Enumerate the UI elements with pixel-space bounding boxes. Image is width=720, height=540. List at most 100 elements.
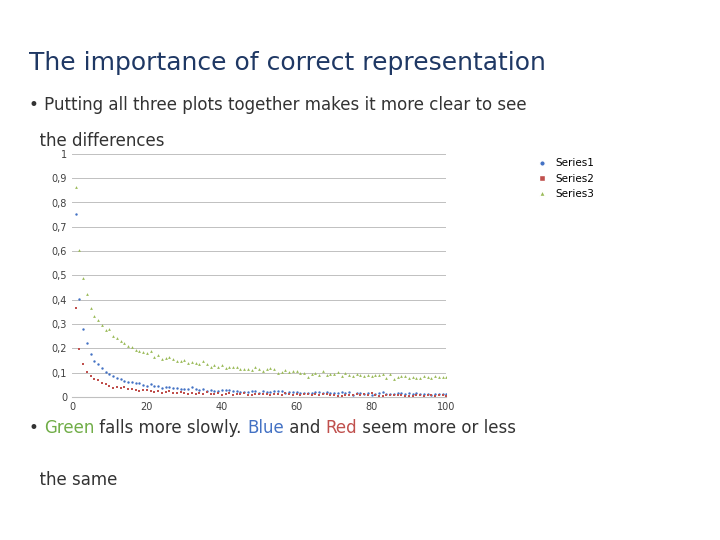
Point — [163, 383, 175, 391]
Point — [354, 391, 366, 400]
Point — [369, 389, 381, 398]
Point — [228, 362, 239, 371]
Point — [186, 389, 197, 397]
Point — [141, 381, 153, 390]
Point — [156, 388, 168, 397]
Point — [145, 386, 156, 395]
Point — [426, 391, 437, 400]
Point — [246, 366, 258, 374]
Point — [141, 348, 153, 357]
Point — [325, 370, 336, 379]
Point — [422, 373, 433, 381]
Text: and: and — [284, 418, 325, 437]
Point — [179, 384, 190, 393]
Point — [340, 369, 351, 377]
Point — [182, 359, 194, 367]
Point — [194, 386, 205, 394]
Point — [298, 388, 310, 397]
Point — [359, 389, 370, 398]
Point — [111, 383, 122, 391]
Point — [197, 357, 209, 366]
Point — [396, 372, 408, 380]
Point — [384, 391, 396, 400]
Text: seem more or less: seem more or less — [357, 418, 516, 437]
Point — [115, 374, 127, 383]
Point — [111, 374, 122, 382]
Point — [115, 383, 127, 392]
Point — [138, 348, 149, 356]
Point — [415, 374, 426, 382]
Point — [216, 361, 228, 369]
Point — [220, 363, 231, 372]
Point — [186, 358, 197, 367]
Point — [313, 370, 325, 379]
Point — [235, 388, 246, 396]
Point — [122, 342, 134, 350]
Point — [310, 369, 321, 377]
Point — [204, 386, 216, 394]
Point — [359, 372, 370, 380]
Point — [104, 381, 115, 390]
Point — [134, 387, 145, 395]
Text: The importance of correct representation: The importance of correct representation — [29, 51, 546, 75]
Point — [362, 391, 374, 400]
Point — [400, 390, 411, 399]
Point — [381, 373, 392, 382]
Point — [441, 373, 452, 381]
Point — [216, 390, 228, 399]
Point — [220, 389, 231, 398]
Point — [122, 385, 134, 394]
Point — [141, 386, 153, 395]
Point — [362, 389, 374, 397]
Point — [235, 389, 246, 398]
Point — [253, 390, 265, 399]
Point — [250, 363, 261, 372]
Point — [422, 390, 433, 399]
Point — [186, 383, 197, 392]
Point — [410, 373, 422, 382]
Point — [242, 387, 253, 396]
Point — [433, 391, 445, 400]
Point — [242, 365, 253, 374]
Point — [279, 388, 291, 397]
Point — [138, 380, 149, 389]
Point — [325, 391, 336, 400]
Point — [351, 388, 362, 397]
Point — [369, 371, 381, 380]
Point — [145, 347, 156, 355]
Point — [85, 350, 96, 359]
Point — [246, 386, 258, 395]
Point — [321, 371, 333, 380]
Point — [351, 370, 362, 379]
Point — [197, 389, 209, 398]
Text: Red: Red — [325, 418, 357, 437]
Point — [294, 388, 306, 397]
Point — [407, 389, 418, 398]
Point — [310, 388, 321, 396]
Point — [410, 389, 422, 397]
Point — [302, 389, 314, 398]
Point — [302, 372, 314, 381]
Point — [403, 373, 415, 382]
Point — [313, 390, 325, 399]
Point — [201, 360, 212, 368]
Point — [138, 386, 149, 394]
Point — [130, 346, 141, 354]
Point — [400, 392, 411, 400]
Point — [276, 391, 287, 400]
Point — [279, 366, 291, 374]
Point — [119, 339, 130, 347]
Point — [257, 367, 269, 376]
Point — [306, 389, 318, 398]
Point — [253, 364, 265, 373]
Point — [89, 374, 100, 383]
Point — [73, 345, 85, 353]
Point — [287, 391, 299, 400]
Point — [265, 388, 276, 396]
Point — [212, 389, 224, 397]
Point — [238, 387, 250, 396]
Point — [160, 354, 171, 362]
Point — [317, 390, 328, 399]
Text: the same: the same — [29, 471, 117, 489]
Point — [148, 388, 160, 396]
